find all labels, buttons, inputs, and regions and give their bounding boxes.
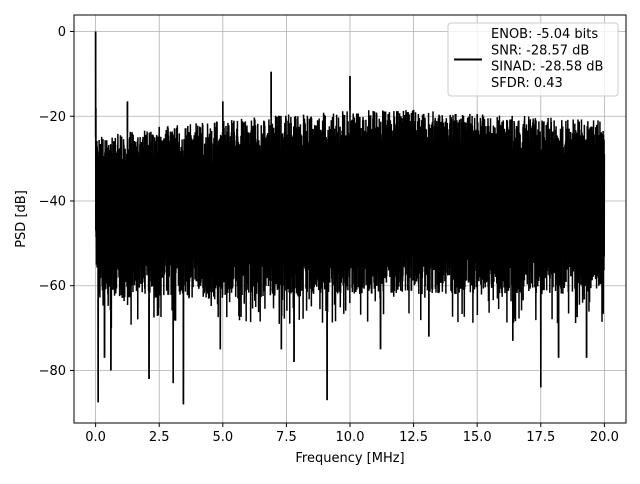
y-axis-label: PSD [dB]	[14, 190, 29, 248]
y-tick-label-0: 0	[58, 25, 66, 40]
legend-box	[447, 22, 619, 97]
x-axis-label: Frequency [MHz]	[295, 451, 404, 466]
legend-sinad: SINAD: -28.58 dB	[491, 60, 603, 75]
y-tick-label-3: −60	[39, 279, 66, 294]
x-tick-label-4: 10.0	[336, 430, 365, 445]
legend-enob: ENOB: -5.04 bits	[491, 27, 598, 42]
x-tick-label-3: 7.5	[276, 430, 297, 445]
legend-sfdr: SFDR: 0.43	[491, 76, 563, 91]
x-ticks: 0.0 2.5 5.0 7.5 10.0 12.5 15.0 17.5 20.0	[85, 423, 619, 445]
x-tick-label-7: 17.5	[526, 430, 555, 445]
y-tick-label-1: −20	[39, 110, 66, 125]
y-tick-label-4: −80	[39, 364, 66, 379]
x-tick-label-1: 2.5	[149, 430, 170, 445]
x-tick-label-2: 5.0	[212, 430, 233, 445]
plot-data	[94, 31, 606, 405]
x-tick-label-8: 20.0	[590, 430, 619, 445]
x-tick-label-5: 12.5	[399, 430, 428, 445]
legend: ENOB: -5.04 bits SNR: -28.57 dB SINAD: -…	[447, 22, 619, 97]
x-tick-label-6: 15.0	[463, 430, 492, 445]
legend-snr: SNR: -28.57 dB	[491, 43, 589, 58]
y-ticks: 0 −20 −40 −60 −80	[39, 25, 74, 379]
y-tick-label-2: −40	[39, 194, 66, 209]
x-tick-label-0: 0.0	[85, 430, 106, 445]
